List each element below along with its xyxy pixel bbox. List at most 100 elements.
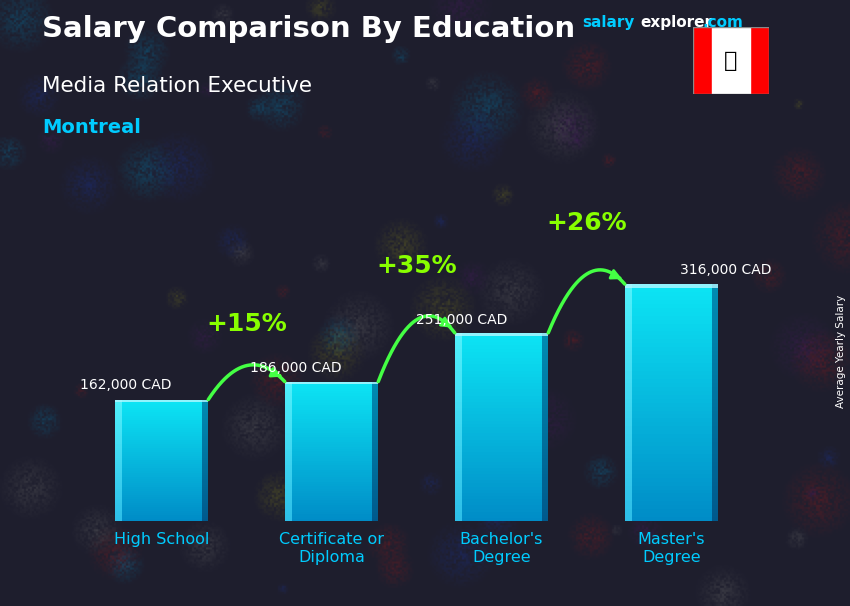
Bar [625,284,718,288]
Bar [285,435,378,438]
Bar [711,284,718,288]
Bar [285,398,378,400]
Bar [455,508,548,511]
Bar [541,418,548,421]
Bar [625,387,632,391]
Bar [115,511,122,513]
Bar [625,422,718,427]
Bar [455,364,548,367]
Bar [285,519,292,521]
Bar [371,474,378,477]
Bar [285,496,378,498]
Bar [285,407,292,410]
Bar [201,416,208,418]
Bar [541,511,548,515]
Bar [371,424,378,426]
Bar [625,375,718,379]
Bar [201,473,208,474]
Bar [115,405,208,408]
Bar [625,308,718,311]
Bar [371,461,378,463]
Bar [625,493,632,498]
Text: Media Relation Executive: Media Relation Executive [42,76,313,96]
Bar [455,511,462,515]
Bar [285,444,378,447]
Bar [285,386,378,388]
Bar [201,495,208,497]
Bar [711,355,718,359]
Bar [541,345,548,348]
Bar [711,407,718,410]
Bar [201,515,208,517]
Bar [285,396,378,398]
Bar [711,462,718,466]
Bar [541,393,548,396]
Bar [455,496,548,499]
Bar [285,479,378,482]
Bar [455,402,548,405]
Bar [115,503,122,505]
Bar [115,519,208,521]
Bar [115,485,208,487]
Bar [285,428,292,430]
Bar [115,399,208,402]
Bar [625,327,632,331]
Bar [115,501,122,503]
Bar [625,485,632,490]
Bar [285,438,292,440]
Bar [541,446,548,449]
Bar [201,410,208,411]
Bar [285,430,292,433]
Bar [115,511,208,513]
Bar [711,505,718,509]
Bar [115,495,208,497]
Bar [455,367,548,370]
Bar [711,391,718,395]
Bar [455,452,462,455]
Bar [371,405,378,407]
Bar [285,516,378,519]
Bar [201,507,208,509]
Bar [285,482,292,484]
Bar [455,333,548,336]
Bar [371,444,378,447]
Bar [711,485,718,490]
Bar [285,391,292,393]
Bar [455,439,548,443]
Bar [455,499,462,502]
Bar [371,484,378,486]
Bar [625,344,632,347]
Bar [625,371,632,375]
Bar [115,507,122,509]
Bar [285,507,292,510]
Bar [115,442,208,444]
Bar [455,399,462,402]
Bar [625,395,632,399]
Bar [455,411,462,415]
Bar [455,374,548,377]
Bar [371,488,378,491]
Bar [711,470,718,474]
Text: .com: .com [702,15,743,30]
Bar [115,405,122,408]
Bar [455,361,548,364]
Bar [541,468,548,471]
Bar [455,421,548,424]
Bar [455,474,462,477]
Bar [625,513,632,517]
Bar [711,478,718,482]
Bar [625,391,632,395]
Bar [625,442,718,446]
Bar [455,515,548,518]
Bar [371,400,378,402]
Bar [455,446,548,449]
Bar [115,462,122,464]
Bar [285,505,292,507]
Bar [115,491,208,493]
Text: 🍁: 🍁 [724,50,738,71]
Bar [115,428,122,430]
Bar [115,402,122,404]
Bar [201,481,208,482]
Bar [455,471,462,474]
Bar [115,462,208,464]
